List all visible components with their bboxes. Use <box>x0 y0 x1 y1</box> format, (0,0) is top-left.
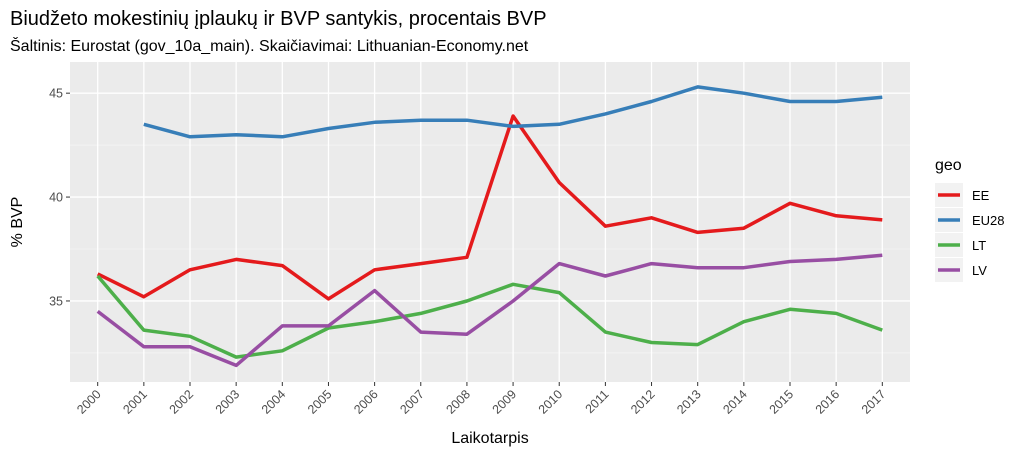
chart-subtitle: Šaltinis: Eurostat (gov_10a_main). Skaič… <box>10 36 529 55</box>
x-tick-label: 2006 <box>351 387 381 417</box>
x-tick-label: 2005 <box>305 387 335 417</box>
x-tick-label: 2014 <box>720 387 750 417</box>
series-line-lv <box>96 253 883 368</box>
x-tick-label: 2007 <box>397 387 427 417</box>
x-tick-label: 2002 <box>167 387 197 417</box>
x-tick-label: 2011 <box>583 387 612 416</box>
x-tick-label: 2004 <box>259 387 289 417</box>
x-tick-label: 2013 <box>674 387 704 417</box>
x-tick-label: 2003 <box>213 387 243 417</box>
chart-title: Biudžeto mokestinių įplaukų ir BVP santy… <box>10 8 547 30</box>
series-line-eu28 <box>143 85 883 139</box>
x-tick-label: 2009 <box>490 387 520 417</box>
legend-label-ee: EE <box>972 188 990 203</box>
legend-label-lt: LT <box>972 238 986 253</box>
y-axis-ticks: 35 40 45 <box>49 87 70 308</box>
y-axis-title: % BVP <box>9 197 26 248</box>
x-tick-label: 2000 <box>74 387 104 417</box>
grid-lines <box>70 62 910 382</box>
y-tick-label: 45 <box>49 87 63 101</box>
x-tick-label: 2010 <box>536 387 566 417</box>
y-tick-label: 40 <box>49 191 63 205</box>
series-line-ee <box>96 114 883 301</box>
x-tick-label: 2008 <box>443 387 473 417</box>
series-lines <box>96 85 883 368</box>
x-tick-label: 2015 <box>767 387 797 417</box>
series-line-lt <box>96 274 883 359</box>
legend-label-eu28: EU28 <box>972 213 1005 228</box>
x-tick-label: 2001 <box>120 387 150 417</box>
x-axis-title: Laikotarpis <box>451 430 528 447</box>
x-tick-label: 2016 <box>813 387 843 417</box>
y-tick-label: 35 <box>49 294 63 308</box>
legend: geo EE EU28 LT LV <box>935 157 1005 282</box>
x-tick-label: 2017 <box>859 387 889 417</box>
x-tick-label: 2012 <box>628 387 658 417</box>
legend-title: geo <box>935 157 962 174</box>
plot-panel <box>70 62 910 382</box>
legend-label-lv: LV <box>972 263 987 278</box>
x-axis-ticks: 2000 2001 2002 2003 2004 2005 2006 2007 2008 2009… <box>74 382 888 417</box>
